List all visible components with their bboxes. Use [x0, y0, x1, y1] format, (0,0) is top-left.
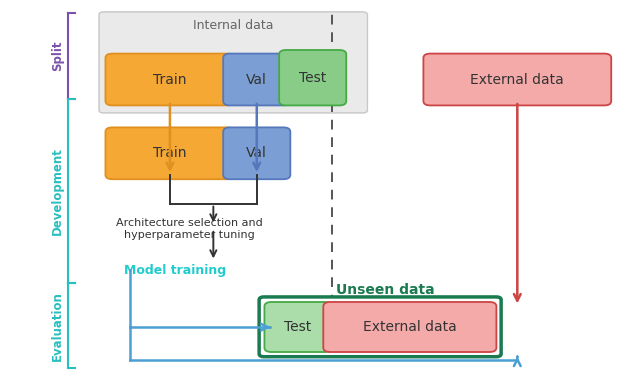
Text: Model training: Model training — [124, 264, 227, 277]
FancyBboxPatch shape — [106, 54, 234, 105]
FancyBboxPatch shape — [424, 54, 611, 105]
FancyBboxPatch shape — [279, 50, 346, 105]
Text: Architecture selection and
hyperparameter tuning: Architecture selection and hyperparamete… — [116, 218, 262, 240]
Text: Test: Test — [284, 320, 312, 334]
Text: Split: Split — [51, 41, 64, 71]
Text: Unseen data: Unseen data — [336, 283, 435, 297]
Text: Train: Train — [153, 72, 187, 87]
FancyBboxPatch shape — [223, 128, 291, 179]
Text: Internal data: Internal data — [193, 19, 273, 32]
Text: Val: Val — [246, 72, 268, 87]
Text: Val: Val — [246, 146, 268, 160]
Text: Train: Train — [153, 146, 187, 160]
FancyBboxPatch shape — [259, 297, 501, 357]
FancyBboxPatch shape — [99, 12, 367, 113]
FancyBboxPatch shape — [323, 302, 497, 352]
Text: Development: Development — [51, 147, 64, 235]
FancyBboxPatch shape — [264, 302, 332, 352]
Text: External data: External data — [363, 320, 457, 334]
FancyBboxPatch shape — [223, 54, 291, 105]
Text: Evaluation: Evaluation — [51, 291, 64, 361]
Text: Test: Test — [299, 71, 326, 85]
Text: External data: External data — [470, 72, 564, 87]
FancyBboxPatch shape — [106, 128, 234, 179]
